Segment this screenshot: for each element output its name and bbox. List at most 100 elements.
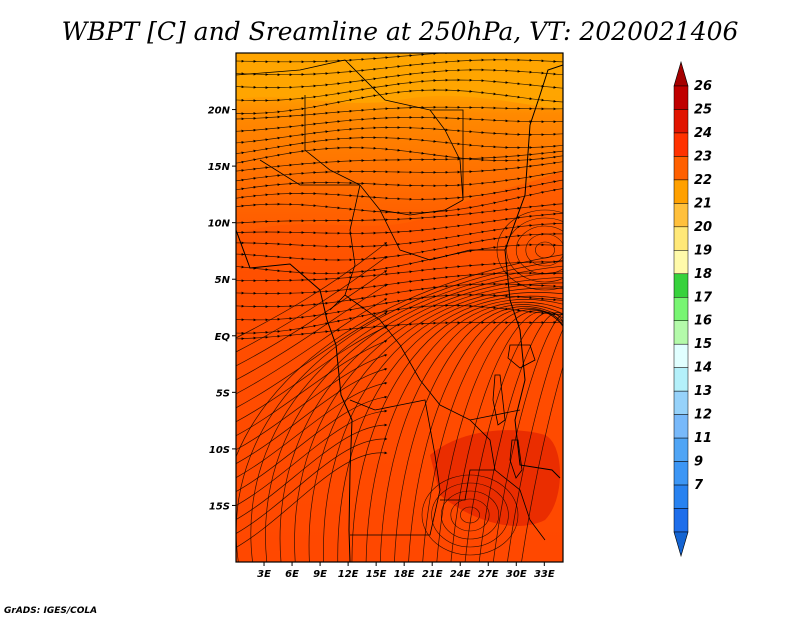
colorbar-label: 16: [694, 314, 712, 329]
y-tick-label: 10N: [208, 219, 231, 230]
colorbar-box: [673, 484, 689, 509]
colorbar-label: 20: [694, 220, 712, 235]
streamline-eddy: [525, 233, 563, 267]
streamline: [507, 328, 563, 562]
streamline-eddy: [506, 217, 563, 283]
field-warm-core: [430, 430, 560, 526]
streamline-eddy: [460, 506, 480, 524]
x-axis: 3E 6E 9E 12E 15E 18E 21E 24E 27E 30E 33E: [257, 562, 555, 580]
colorbar-label: 15: [694, 337, 712, 352]
colorbar-label: 11: [694, 431, 712, 446]
y-tick-label: 15S: [209, 501, 230, 512]
colorbar-box: [673, 250, 689, 275]
colorbar-box: [673, 414, 689, 439]
colorbar-label: 24: [694, 126, 712, 141]
colorbar-box: [673, 179, 689, 204]
streamline-eddy: [440, 490, 500, 540]
colorbar-top-arrow: [673, 60, 689, 87]
streamline: [236, 242, 388, 339]
colorbar-label: 18: [694, 267, 712, 282]
x-tick-label: 27E: [478, 569, 499, 580]
streamline: [236, 340, 388, 437]
border-4: [329, 184, 361, 311]
streamline: [337, 295, 563, 562]
streamline: [236, 254, 563, 458]
colorbar-box: [673, 85, 689, 110]
streamline: [308, 287, 563, 562]
lake-victoria: [507, 344, 536, 369]
x-tick-label: 6E: [285, 569, 299, 580]
streamline: [265, 271, 563, 562]
streamline: [236, 381, 388, 479]
x-tick-label: 3E: [257, 569, 271, 580]
streamline: [250, 265, 563, 562]
y-tick-label: 5N: [215, 275, 231, 286]
colorbar-box: [673, 203, 689, 228]
streamline-eddy: [535, 241, 555, 259]
streamline: [478, 312, 563, 562]
colorbar-label: 9: [694, 455, 703, 470]
border-10: [494, 469, 546, 541]
colorbar-box: [673, 109, 689, 134]
colorbar-box: [673, 156, 689, 181]
coastlines: [236, 59, 563, 562]
streamline: [236, 260, 563, 562]
streamline: [436, 310, 563, 562]
colorbar-label: 13: [694, 384, 712, 399]
colorbar-label: 26: [694, 79, 712, 94]
x-tick-label: 18E: [394, 569, 415, 580]
x-tick-label: 33E: [534, 569, 555, 580]
streamline: [365, 301, 563, 562]
streamline: [236, 298, 388, 395]
streamline: [236, 354, 388, 451]
y-tick-label: 20N: [208, 106, 231, 117]
colorbar-box: [673, 132, 689, 157]
lake-tanganyika: [492, 374, 506, 426]
lake-malawi: [509, 439, 523, 479]
streamline: [521, 365, 563, 562]
coastline-east: [504, 64, 563, 479]
streamline: [380, 304, 563, 562]
colorbar-label: 25: [694, 102, 712, 117]
streamline: [236, 423, 388, 520]
colorbar-box: [673, 343, 689, 368]
streamline: [236, 326, 388, 423]
colorbar-label: 17: [694, 290, 713, 305]
streamline: [408, 308, 563, 562]
streamlines: [236, 53, 563, 562]
streamline: [236, 256, 388, 353]
streamline: [492, 313, 563, 562]
colorbar-label: 7: [694, 478, 704, 493]
coastline-west: [236, 229, 353, 562]
streamline: [236, 451, 388, 548]
x-tick-label: 15E: [366, 569, 387, 580]
colorbar-box: [673, 367, 689, 392]
streamline: [236, 437, 388, 534]
x-tick-label: 21E: [422, 569, 443, 580]
colorbar-label: 21: [694, 196, 712, 211]
colorbar-label: 12: [694, 408, 712, 423]
y-tick-label: 15N: [208, 162, 231, 173]
y-tick-label: 10S: [209, 445, 230, 456]
streamline: [236, 284, 388, 381]
colorbar-box: [673, 297, 689, 321]
streamline: [279, 277, 563, 562]
streamline: [294, 282, 563, 562]
border-5: [429, 109, 464, 201]
border-8: [349, 399, 441, 536]
streamline: [236, 409, 388, 506]
border-3: [304, 95, 361, 186]
border-9: [440, 419, 496, 501]
colorbar: 7 9 11 12 13 14 15 16 17 18 19 20 21 22 23 24 25 26: [673, 60, 713, 558]
map-frame: [235, 52, 564, 563]
streamline: [236, 270, 388, 367]
colorbar-box: [673, 508, 689, 533]
colorbar-box: [673, 273, 689, 298]
y-axis: 20N 15N 10N 5N EQ 5S 10S 15S: [208, 106, 236, 512]
streamline: [236, 321, 563, 341]
chart-title: WBPT [C] and Sreamline at 250hPa, VT: 20…: [62, 17, 739, 46]
x-tick-label: 9E: [313, 569, 327, 580]
streamline: [236, 312, 388, 409]
streamline: [236, 367, 388, 465]
